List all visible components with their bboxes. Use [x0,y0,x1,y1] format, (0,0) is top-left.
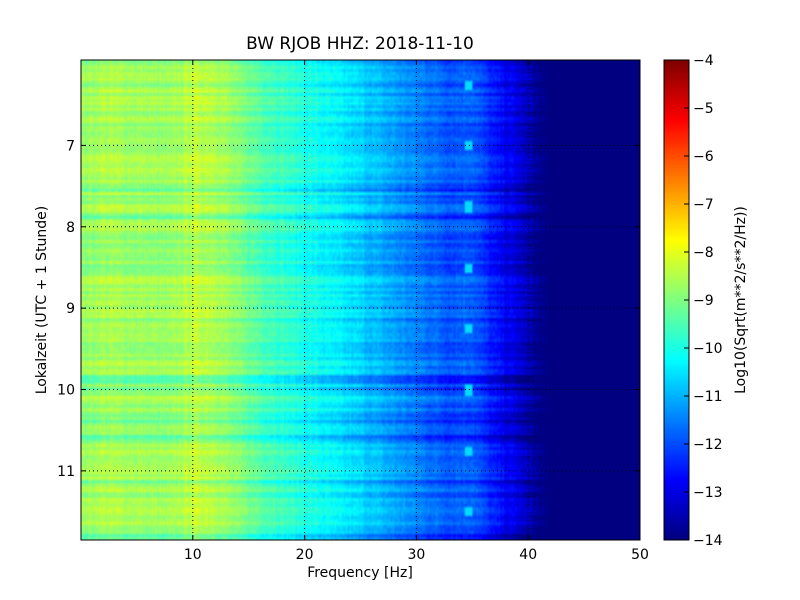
colorbar: −4 −5 −6 −7 −8 −9 −10 −11 −12 −13 −14 [663,53,723,549]
colorbar-tick-label: −7 [693,197,714,213]
colorbar-tick-label: −6 [693,149,714,165]
colorbar-tick-label: −14 [693,533,723,549]
x-tick-label: 10 [184,547,202,563]
y-tick-label: 11 [57,464,75,480]
chart-title: BW RJOB HHZ: 2018-11-10 [246,34,474,54]
y-axis-ticks: 7 8 9 10 11 [57,138,640,480]
colorbar-tick-label: −11 [693,389,723,405]
x-tick-label: 20 [296,547,314,563]
colorbar-ticks: −4 −5 −6 −7 −8 −9 −10 −11 −12 −13 −14 [684,53,723,549]
spectrogram-plot: 10 20 30 40 50 7 8 9 10 11 [57,59,649,563]
x-tick-label: 40 [519,547,537,563]
colorbar-tick-label: −10 [693,341,723,357]
colorbar-tick-label: −12 [693,437,723,453]
colorbar-tick-label: −13 [693,485,723,501]
y-axis-label: Lokalzeit (UTC + 1 Stunde) [34,206,50,395]
plot-frame [80,59,641,541]
colorbar-tick-label: −5 [693,101,714,117]
grid-lines [81,60,640,540]
x-tick-label: 50 [631,547,649,563]
y-tick-label: 8 [66,220,75,236]
y-tick-label: 7 [66,138,75,154]
x-axis-ticks: 10 20 30 40 50 [184,60,649,563]
colorbar-tick-label: −9 [693,293,714,309]
colorbar-label: Log10(Sqrt(m**2/s**2/Hz)) [733,206,749,394]
colorbar-tick-label: −4 [693,53,714,69]
x-tick-label: 30 [407,547,425,563]
y-tick-label: 9 [66,301,75,317]
x-axis-label: Frequency [Hz] [307,565,413,581]
colorbar-tick-label: −8 [693,245,714,261]
spectrogram-heatmap [81,60,640,540]
y-tick-label: 10 [57,382,75,398]
